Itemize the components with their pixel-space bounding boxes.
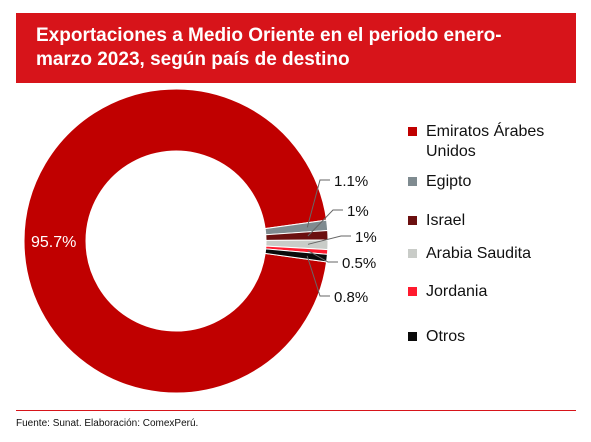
leader-line-egipto <box>306 179 330 228</box>
data-label-israel: 1% <box>347 203 369 220</box>
source-note: Fuente: Sunat. Elaboración: ComexPerú. <box>16 418 199 429</box>
legend-label: Egipto <box>426 173 472 190</box>
leader-line-arabia-saudita <box>307 235 351 245</box>
legend-swatch <box>408 249 417 258</box>
chart-header: Exportaciones a Medio Oriente en el peri… <box>16 13 576 83</box>
legend-swatch <box>408 127 417 136</box>
leader-line-jordania <box>307 250 338 263</box>
data-label-emiratos-arabes-unidos: 95.7% <box>31 234 76 251</box>
legend-swatch <box>408 332 417 341</box>
leader-line-israel <box>307 209 343 237</box>
chart-title: Exportaciones a Medio Oriente en el peri… <box>36 25 502 70</box>
legend-label: Arabia Saudita <box>426 245 531 262</box>
footer-divider <box>16 410 576 411</box>
data-label-arabia-saudita: 1% <box>355 229 377 246</box>
legend-label: Emiratos Árabes Unidos <box>426 123 545 160</box>
data-label-egipto: 1.1% <box>334 173 368 190</box>
legend-label: Jordania <box>426 283 488 300</box>
donut-slice-emiratos-arabes-unidos <box>23 88 328 394</box>
legend-label: Otros <box>426 328 466 345</box>
legend-swatch <box>408 177 417 186</box>
data-label-jordania: 0.5% <box>342 255 376 272</box>
legend-swatch <box>408 216 417 225</box>
data-label-otros: 0.8% <box>334 289 368 306</box>
leader-line-otros <box>306 255 330 297</box>
legend-swatch <box>408 287 417 296</box>
legend-label: Israel <box>426 212 466 229</box>
donut-slice-otros <box>264 248 328 263</box>
